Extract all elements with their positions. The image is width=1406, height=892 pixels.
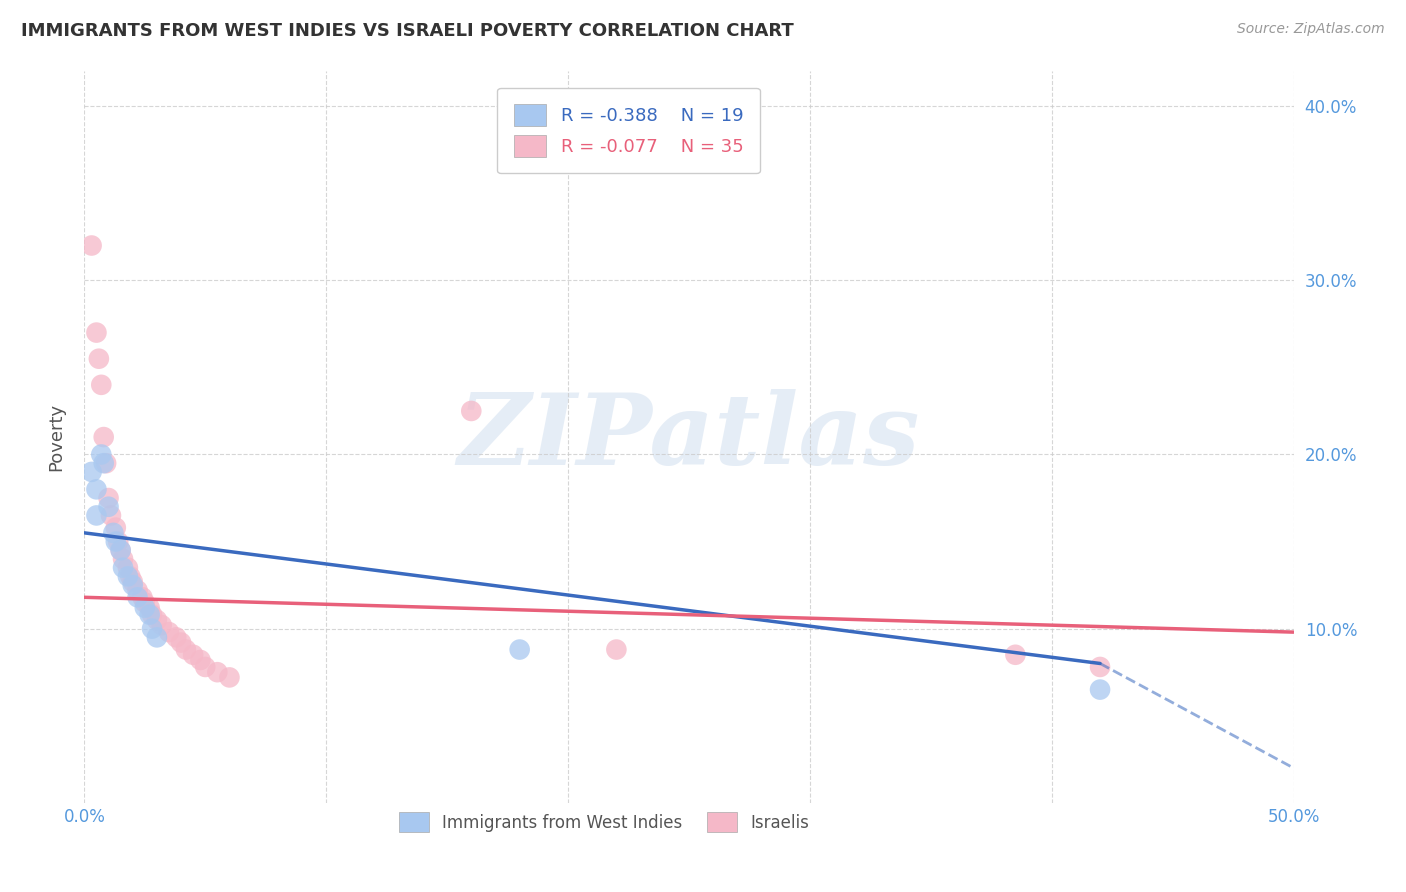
- Point: [103, 525, 125, 540]
- Point: [134, 595, 156, 609]
- Point: [86, 483, 108, 497]
- Point: [87, 351, 110, 366]
- Point: [127, 583, 149, 598]
- Point: [218, 670, 240, 684]
- Point: [86, 326, 108, 340]
- Point: [131, 591, 153, 605]
- Text: ZIPatlas: ZIPatlas: [458, 389, 920, 485]
- Point: [93, 430, 115, 444]
- Point: [174, 642, 197, 657]
- Point: [157, 625, 180, 640]
- Point: [127, 591, 149, 605]
- Point: [146, 613, 169, 627]
- Point: [121, 578, 143, 592]
- Point: [117, 560, 139, 574]
- Point: [1088, 682, 1111, 697]
- Point: [107, 534, 129, 549]
- Point: [141, 622, 163, 636]
- Point: [194, 660, 217, 674]
- Point: [90, 448, 112, 462]
- Point: [170, 635, 193, 649]
- Point: [110, 543, 132, 558]
- Point: [121, 574, 143, 589]
- Point: [93, 456, 115, 470]
- Point: [104, 534, 127, 549]
- Point: [100, 508, 122, 523]
- Text: Source: ZipAtlas.com: Source: ZipAtlas.com: [1237, 22, 1385, 37]
- Point: [181, 648, 204, 662]
- Point: [138, 607, 160, 622]
- Point: [117, 569, 139, 583]
- Legend: Immigrants from West Indies, Israelis: Immigrants from West Indies, Israelis: [385, 798, 823, 846]
- Point: [605, 642, 627, 657]
- Point: [120, 569, 142, 583]
- Point: [134, 600, 156, 615]
- Point: [110, 543, 132, 558]
- Point: [94, 456, 117, 470]
- Point: [97, 500, 120, 514]
- Point: [80, 465, 103, 479]
- Y-axis label: Poverty: Poverty: [48, 403, 66, 471]
- Point: [80, 238, 103, 252]
- Point: [141, 607, 163, 622]
- Point: [112, 560, 135, 574]
- Point: [190, 653, 212, 667]
- Point: [207, 665, 229, 680]
- Point: [1004, 648, 1026, 662]
- Point: [138, 600, 160, 615]
- Text: IMMIGRANTS FROM WEST INDIES VS ISRAELI POVERTY CORRELATION CHART: IMMIGRANTS FROM WEST INDIES VS ISRAELI P…: [21, 22, 794, 40]
- Point: [1088, 660, 1111, 674]
- Point: [150, 618, 173, 632]
- Point: [104, 521, 127, 535]
- Point: [460, 404, 482, 418]
- Point: [165, 631, 187, 645]
- Point: [86, 508, 108, 523]
- Point: [97, 491, 120, 505]
- Point: [509, 642, 531, 657]
- Point: [112, 552, 135, 566]
- Point: [90, 377, 112, 392]
- Point: [146, 631, 169, 645]
